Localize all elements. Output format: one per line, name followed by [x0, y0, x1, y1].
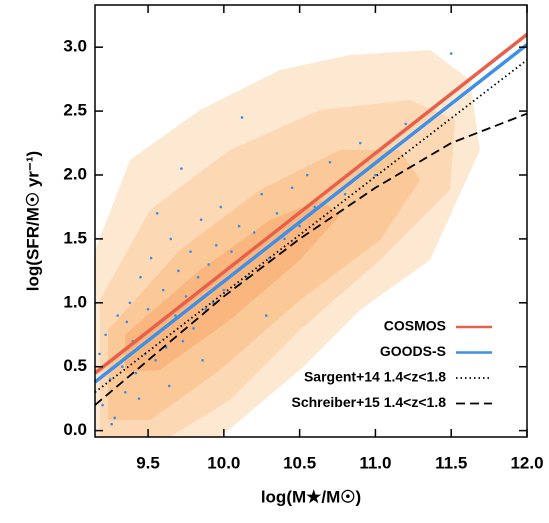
- scatter-point: [230, 250, 233, 253]
- y-tick-label: 2.0: [63, 164, 87, 183]
- frame: [94, 4, 528, 438]
- scatter-point: [204, 307, 207, 311]
- scatter-point: [199, 218, 203, 222]
- scatter-point: [167, 384, 171, 388]
- scatter-point: [134, 371, 138, 375]
- x-tick-label: 10.0: [207, 453, 240, 472]
- scatter-point: [328, 160, 332, 164]
- scatter-point: [181, 339, 185, 343]
- scatter-point: [313, 205, 317, 209]
- scatter-point: [252, 231, 256, 234]
- scatter-point: [101, 403, 104, 407]
- contour: [125, 200, 340, 372]
- legend-label: COSMOS: [384, 318, 446, 334]
- scatter-point: [189, 250, 192, 253]
- scatter-point: [125, 320, 129, 324]
- scatter-point: [128, 301, 132, 305]
- legend-label: Sargent+14 1.4<z<1.8: [304, 369, 446, 385]
- series-line: [95, 59, 527, 393]
- y-tick-label: 3.0: [63, 37, 87, 56]
- series-line: [95, 33, 527, 375]
- plot-area: [95, 33, 527, 426]
- scatter-point: [222, 288, 226, 292]
- scatter-point: [275, 212, 279, 215]
- scatter-point: [139, 275, 142, 279]
- scatter-point: [137, 397, 141, 400]
- x-axis-label: log(M★/M☉): [261, 487, 361, 506]
- scatter-point: [149, 256, 153, 260]
- scatter-point: [161, 288, 165, 292]
- scatter-point: [211, 301, 215, 305]
- scatter-point: [155, 212, 159, 215]
- legend-label: Schreiber+15 1.4<z<1.8: [292, 394, 447, 410]
- scatter-point: [113, 416, 117, 420]
- scatter-point: [260, 192, 264, 196]
- scatter-point: [305, 173, 309, 177]
- scatter-point: [214, 243, 218, 247]
- scatter-point: [404, 122, 408, 126]
- x-tick-label: 9.5: [136, 453, 160, 472]
- scatter-point: [343, 192, 347, 196]
- scatter-point: [174, 314, 177, 317]
- y-tick-label: 0.5: [63, 356, 87, 375]
- scatter-point: [449, 52, 453, 55]
- x-tick-label: 12.0: [510, 453, 543, 472]
- x-tick-label: 10.5: [283, 453, 316, 472]
- y-tick-label: 1.0: [63, 292, 87, 311]
- scatter-point: [201, 359, 204, 362]
- scatter-point: [110, 422, 113, 426]
- scatter-point: [169, 237, 173, 241]
- scatter-point: [177, 269, 180, 273]
- scatter-point: [240, 116, 244, 119]
- y-tick-label: 0.0: [63, 420, 87, 439]
- scatter-point: [154, 359, 157, 362]
- scatter-point: [264, 314, 268, 317]
- legend-label: GOODS-S: [380, 343, 446, 359]
- scatter-point: [192, 327, 195, 330]
- y-tick-label: 1.5: [63, 228, 87, 247]
- scatter-point: [298, 224, 301, 228]
- x-tick-label: 11.0: [359, 453, 391, 472]
- scatter-point: [237, 224, 241, 228]
- y-tick-label: 2.5: [63, 101, 87, 120]
- scatter-point: [283, 237, 286, 241]
- scatter-point: [104, 333, 107, 337]
- scatter-point: [180, 167, 183, 170]
- x-tick-label: 11.5: [435, 453, 467, 472]
- scatter-point: [124, 390, 127, 394]
- scatter-point: [98, 352, 101, 356]
- scatter-point: [290, 186, 294, 190]
- scatter-point: [374, 173, 377, 177]
- scatter-point: [164, 346, 168, 349]
- scatter-point: [116, 314, 120, 317]
- scatter-point: [196, 275, 200, 279]
- scatter-point: [120, 365, 124, 369]
- scatter-point: [146, 307, 150, 311]
- scatter-point: [207, 263, 210, 266]
- scatter-point: [219, 205, 223, 209]
- scatter-point: [184, 295, 188, 298]
- scatter-point: [358, 141, 362, 145]
- y-axis-label: log(SFR/M☉ yr⁻¹): [23, 151, 42, 291]
- series-line: [95, 43, 527, 384]
